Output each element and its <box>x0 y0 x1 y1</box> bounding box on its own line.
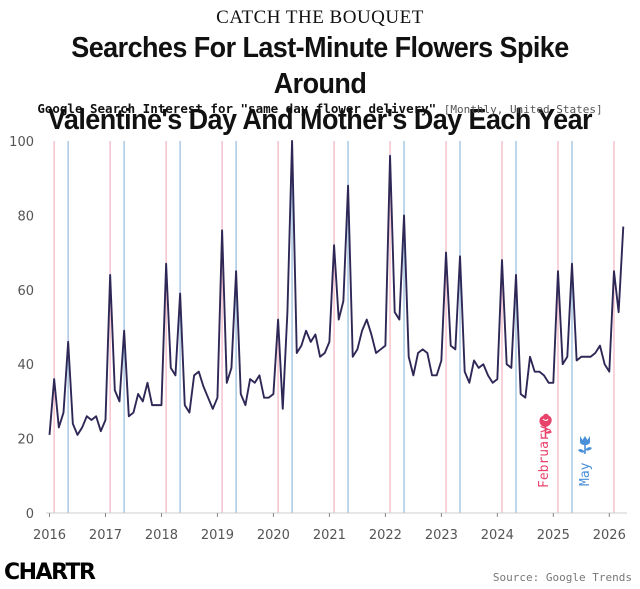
subtitle-text: Google Search Interest for "same day flo… <box>37 101 437 116</box>
title-line-1: Searches For Last-Minute Flowers Spike A… <box>71 32 569 100</box>
x-tick-label: 2016 <box>33 528 66 543</box>
series-group <box>48 140 625 436</box>
x-axis: 2016 2017 2018 2019 2020 2021 2022 2023 2024 2025… <box>33 513 626 543</box>
subtitle-note: [Monthly, United States] <box>443 103 603 116</box>
x-tick-label: 2023 <box>425 528 458 543</box>
series-line <box>48 140 625 436</box>
source-note: Source: Google Trends <box>492 571 632 584</box>
x-tick-label: 2026 <box>593 528 626 543</box>
y-tick-label: 0 <box>26 507 34 522</box>
y-tick-label: 80 <box>17 209 34 224</box>
x-tick-label: 2022 <box>369 528 402 543</box>
may-annotation: May <box>578 462 593 486</box>
x-tick-label: 2025 <box>537 528 570 543</box>
x-tick-label: 2019 <box>201 528 234 543</box>
chart-title: Searches For Last-Minute Flowers Spike A… <box>22 30 617 138</box>
y-tick-label: 20 <box>17 433 34 448</box>
tulip-icon <box>578 436 592 454</box>
chartr-logo: CHARTR <box>4 560 96 585</box>
rose-icon <box>539 413 552 438</box>
x-tick-label: 2024 <box>481 528 514 543</box>
y-axis: 0 20 40 60 80 100 <box>9 135 34 522</box>
reference-lines <box>53 141 615 513</box>
chart-subtitle: Google Search Interest for "same day flo… <box>0 101 640 116</box>
annotations: February May <box>537 413 593 488</box>
february-annotation: February <box>537 425 552 488</box>
x-tick-label: 2017 <box>89 528 122 543</box>
y-tick-label: 60 <box>17 284 34 299</box>
y-tick-label: 40 <box>17 358 34 373</box>
chart-kicker: CATCH THE BOUQUET <box>216 7 424 28</box>
x-tick-label: 2021 <box>313 528 346 543</box>
x-tick-label: 2020 <box>257 528 290 543</box>
title-line-2: Valentine's Day And Mother's Day Each Ye… <box>47 104 593 136</box>
x-tick-label: 2018 <box>145 528 178 543</box>
y-tick-label: 100 <box>9 135 34 150</box>
